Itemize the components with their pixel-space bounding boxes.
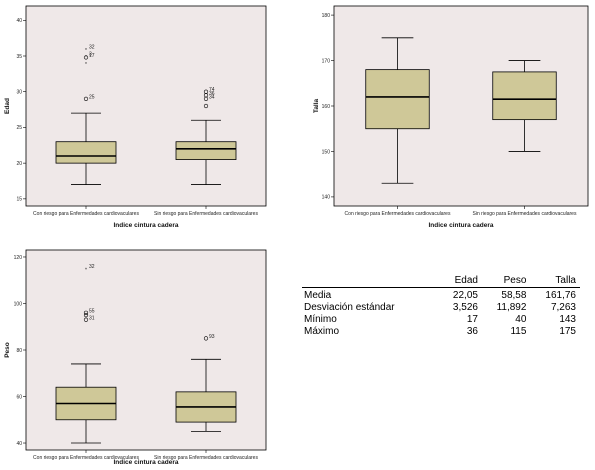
y-tick-label: 150 bbox=[322, 149, 331, 155]
y-tick-label: 35 bbox=[16, 54, 22, 60]
y-tick-label: 20 bbox=[16, 161, 22, 167]
table-row: Máximo 36 115 175 bbox=[302, 325, 580, 337]
y-tick-label: 120 bbox=[14, 255, 23, 261]
iqr-box bbox=[175, 141, 237, 160]
row-label: Mínimo bbox=[304, 313, 337, 325]
outlier-circle bbox=[83, 310, 89, 315]
boxplot-panel: 15 20 25 30 35 40 Edad Indice cintura cadera Con… bbox=[4, 5, 267, 229]
y-tick-label: 30 bbox=[16, 90, 22, 96]
column-header: Talla bbox=[530, 274, 580, 288]
y-tick-label: 40 bbox=[16, 18, 22, 24]
y-tick-label: 160 bbox=[322, 104, 331, 110]
outlier-star: * bbox=[85, 268, 87, 274]
y-tick-label: 170 bbox=[322, 58, 331, 64]
outlier-label: 3 bbox=[89, 52, 92, 58]
outlier-circle bbox=[203, 103, 209, 109]
table-row: Media 22,05 58,58 161,76 bbox=[302, 288, 580, 302]
x-tick-label: Con riesgo para Enfermedades cardiovacul… bbox=[345, 211, 451, 217]
table-row: Desviación estándar 3,526 11,892 7,263 bbox=[302, 301, 580, 313]
y-tick-label: 25 bbox=[16, 125, 22, 131]
outlier-label: 74 bbox=[209, 87, 215, 93]
box-group: *32*317*25 bbox=[55, 44, 117, 185]
table-cell: 17 bbox=[466, 313, 478, 325]
x-tick-label: Sin riesgo para Enfermedades cardiovacul… bbox=[154, 455, 258, 461]
y-tick-label: 40 bbox=[16, 441, 22, 447]
table-row: Mínimo 17 40 143 bbox=[302, 313, 580, 325]
table-cell: 11,892 bbox=[496, 301, 527, 313]
outlier-label: 25 bbox=[89, 94, 95, 100]
table-cell: 175 bbox=[559, 325, 576, 337]
outlier-label: 93 bbox=[209, 334, 215, 340]
y-axis-title: Talla bbox=[313, 98, 320, 113]
row-label: Desviación estándar bbox=[304, 301, 395, 313]
table-cell: 22,05 bbox=[452, 289, 478, 301]
outlier-label: 32 bbox=[89, 44, 95, 50]
plot-area bbox=[25, 5, 267, 207]
iqr-box bbox=[365, 69, 430, 130]
outlier-star: * bbox=[85, 55, 87, 61]
column-header: Peso bbox=[481, 274, 531, 288]
x-tick-label: Sin riesgo para Enfermedades cardiovacul… bbox=[154, 211, 258, 217]
boxplot-panel: 40 60 80 100 120 Peso Indice cintura caderaCon… bbox=[4, 249, 267, 466]
boxplot-panel: 140 150 160 170 180 Talla Indice cintura cader… bbox=[313, 5, 589, 229]
outlier-label: 32 bbox=[89, 264, 95, 270]
outlier-circle bbox=[83, 96, 89, 101]
x-tick-label: Sin riesgo para Enfermedades cardiovacul… bbox=[473, 211, 577, 217]
table-header-row: Edad Peso Talla bbox=[302, 274, 580, 288]
outlier-circle bbox=[203, 336, 209, 341]
y-tick-label: 100 bbox=[14, 301, 23, 307]
outlier-label: 17 bbox=[89, 53, 95, 59]
box-group: 93 bbox=[175, 334, 237, 432]
x-tick-label: Con riesgo para Enfermedades cardiovacul… bbox=[33, 211, 139, 217]
table-cell: 7,263 bbox=[550, 301, 576, 313]
outlier-label: 36 bbox=[209, 91, 215, 97]
y-axis-title: Edad bbox=[4, 98, 11, 114]
column-header: Edad bbox=[440, 274, 482, 288]
table-cell: 3,526 bbox=[452, 301, 478, 313]
iqr-box bbox=[55, 141, 117, 164]
iqr-box bbox=[492, 71, 557, 121]
outlier-label: 34 bbox=[209, 94, 215, 100]
outlier-label: 55 bbox=[89, 308, 95, 314]
box-group bbox=[365, 37, 430, 184]
outlier-label: 31 bbox=[89, 315, 95, 321]
y-tick-label: 80 bbox=[16, 348, 22, 354]
y-axis-title: Peso bbox=[4, 342, 11, 358]
x-axis-title: Indice cintura cadera bbox=[113, 459, 178, 466]
descriptive-stats-table: Edad Peso Talla Media 22,05 58,58 161,76… bbox=[302, 274, 580, 337]
outlier-circle bbox=[83, 313, 89, 318]
table-cell: 36 bbox=[466, 325, 478, 337]
outlier-circle bbox=[83, 55, 89, 60]
y-tick-label: 15 bbox=[16, 197, 22, 203]
table-cell: 161,76 bbox=[545, 289, 576, 301]
outlier-star: * bbox=[85, 62, 87, 68]
x-axis-title: Indice cintura cadera bbox=[428, 222, 493, 229]
table-cell: 115 bbox=[510, 325, 527, 337]
box-group bbox=[492, 60, 557, 152]
x-tick-label: Con riesgo para Enfermedades cardiovacul… bbox=[33, 455, 139, 461]
outlier-circle bbox=[83, 317, 89, 322]
table-cell: 143 bbox=[559, 313, 576, 325]
y-tick-label: 60 bbox=[16, 394, 22, 400]
row-label: Máximo bbox=[304, 325, 340, 337]
y-tick-label: 180 bbox=[322, 13, 331, 19]
x-axis-title: Indice cintura cadera bbox=[113, 222, 178, 229]
y-tick-label: 140 bbox=[322, 195, 331, 201]
outlier-star: * bbox=[85, 48, 87, 54]
table-cell: 40 bbox=[515, 313, 527, 325]
table-corner-cell bbox=[302, 274, 441, 288]
row-label: Media bbox=[304, 289, 332, 301]
outlier-circle bbox=[203, 96, 209, 101]
table-cell: 58,58 bbox=[501, 289, 527, 301]
